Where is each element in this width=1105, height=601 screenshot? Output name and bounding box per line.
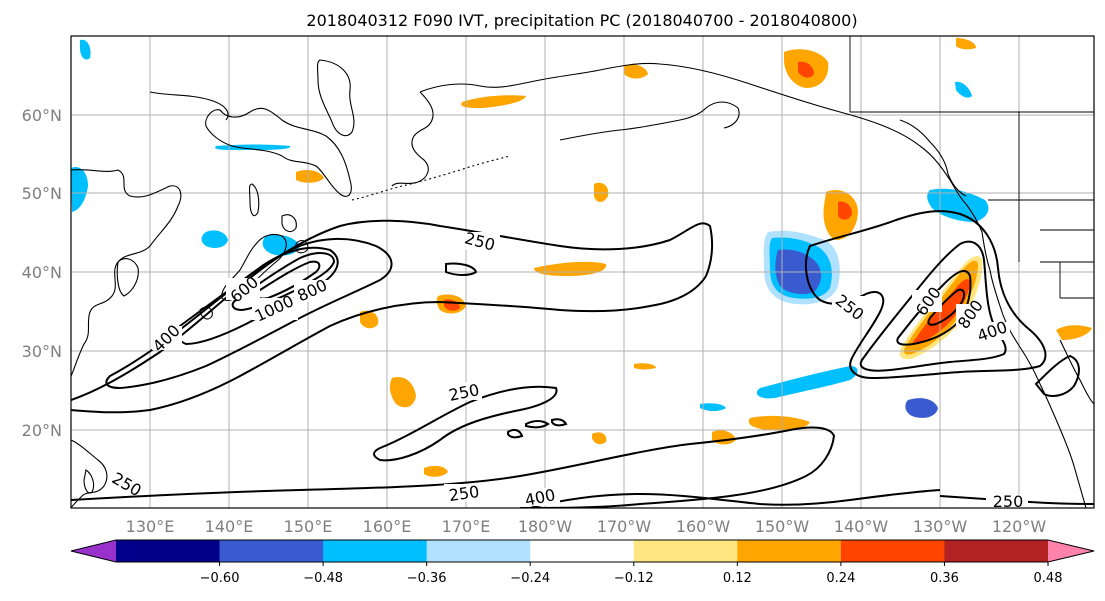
pos-anomaly-alaska bbox=[461, 95, 526, 108]
colorbar-bin bbox=[633, 540, 738, 562]
colorbar bbox=[70, 539, 1095, 563]
pos-anomaly-north-1 bbox=[624, 64, 648, 79]
colorbar-bin bbox=[530, 540, 635, 562]
lon-tick: 160°W bbox=[676, 517, 731, 536]
pos-anomaly-north-2 bbox=[956, 38, 976, 50]
ivt-contour-250-ar bbox=[804, 210, 1047, 380]
ivt-contour-800-ar bbox=[927, 288, 966, 326]
contour-label-250-c: 250 bbox=[448, 482, 481, 505]
map-title: 2018040312 F090 IVT, precipitation PC (2… bbox=[306, 11, 857, 30]
pos-anomaly-small-5 bbox=[592, 432, 607, 445]
colorbar-bin bbox=[840, 540, 945, 562]
colorbar-tick-label: −0.36 bbox=[407, 571, 447, 586]
lat-tick: 30°N bbox=[22, 342, 62, 361]
lon-tick-labels: 130°E 140°E 150°E 160°E 170°E 180°W 170°… bbox=[126, 517, 1047, 536]
lat-tick: 40°N bbox=[22, 263, 62, 282]
ivt-contour-250-far-east bbox=[1034, 354, 1080, 397]
colorbar-bin bbox=[737, 540, 842, 562]
lon-tick: 120°W bbox=[992, 517, 1047, 536]
colorbar-outline bbox=[70, 539, 1095, 563]
neg-anomaly-hawaii-2 bbox=[700, 403, 726, 411]
colorbar-tick-label: −0.24 bbox=[510, 571, 550, 586]
neg-anomaly-far-west-2 bbox=[80, 39, 91, 60]
colorbar-extend-low bbox=[71, 540, 116, 562]
pos-anomaly-small-4 bbox=[1056, 325, 1092, 340]
lon-tick: 180°W bbox=[518, 517, 573, 536]
lon-tick: 130°E bbox=[126, 517, 175, 536]
ivt-contour-400-east bbox=[529, 489, 941, 508]
colorbar-bin bbox=[323, 540, 428, 562]
lon-tick: 140°E bbox=[205, 517, 254, 536]
contour-label-400-a: 400 bbox=[523, 485, 557, 510]
colorbar-bin bbox=[219, 540, 324, 562]
ivt-contour-250-east bbox=[939, 495, 1094, 505]
map-frame bbox=[70, 35, 1095, 509]
map-panel: 250 250 250 250 250 400 400 400 600 600 … bbox=[71, 36, 1094, 511]
lon-tick: 170°E bbox=[442, 517, 491, 536]
ivt-contour-250-small bbox=[445, 262, 478, 276]
neg-anomaly-far-west bbox=[71, 166, 88, 212]
colorbar-tick-label: 0.36 bbox=[930, 571, 959, 586]
ivt-contour-250-south-2 bbox=[71, 426, 836, 508]
ivt-contour-small-islands bbox=[507, 428, 524, 439]
colorbar-tick-label: 0.24 bbox=[826, 571, 855, 586]
colorbar-extend-high bbox=[1048, 540, 1094, 562]
lat-tick-labels: 60°N 50°N 40°N 30°N 20°N bbox=[22, 106, 62, 440]
pos-anomaly-subtropics-1 bbox=[389, 376, 416, 408]
neg-anomaly-canada bbox=[955, 81, 972, 98]
colorbar-bin bbox=[116, 540, 221, 562]
political-borders bbox=[849, 36, 1094, 299]
pos-anomaly-sakhalin bbox=[296, 170, 324, 183]
ivt-contour-800-main bbox=[231, 252, 336, 312]
colorbar-tick-label: −0.12 bbox=[614, 571, 654, 586]
pos-anomaly-gulf-alaska-core bbox=[838, 201, 852, 220]
pos-anomaly-north-canada-core bbox=[798, 61, 814, 78]
colorbar-bin bbox=[426, 540, 531, 562]
pos-anomaly-small-2 bbox=[360, 310, 379, 329]
colorbar-labels: −0.60 −0.48 −0.36 −0.24 −0.12 0.12 0.24 0.36 0.4… bbox=[200, 562, 1063, 586]
colorbar-tick-label: 0.12 bbox=[723, 571, 752, 586]
colorbar-tick-label: −0.60 bbox=[200, 571, 240, 586]
pos-anomaly-hawaii-band bbox=[748, 415, 810, 431]
lon-tick: 160°E bbox=[363, 517, 412, 536]
pos-anomaly-small-1 bbox=[594, 182, 609, 202]
lon-tick: 130°W bbox=[913, 517, 968, 536]
lat-tick: 50°N bbox=[22, 184, 62, 203]
colorbar-tick-label: 0.48 bbox=[1034, 571, 1063, 586]
neg-anomaly-subtropics bbox=[905, 398, 938, 418]
neg-anomaly-japan-sea bbox=[201, 230, 228, 248]
lon-tick: 170°W bbox=[597, 517, 652, 536]
neg-anomaly-bering bbox=[215, 144, 291, 150]
pos-anomaly-small-6 bbox=[634, 363, 656, 370]
contour-label-250-e: 250 bbox=[993, 492, 1024, 511]
lat-tick: 60°N bbox=[22, 106, 62, 125]
lon-tick: 150°W bbox=[755, 517, 810, 536]
lat-tick: 20°N bbox=[22, 421, 62, 440]
ivt-contour-400-main bbox=[105, 238, 393, 390]
lon-tick: 140°W bbox=[834, 517, 889, 536]
ivt-contour-small-islands-3 bbox=[551, 418, 568, 427]
ivt-contour-250-south bbox=[373, 385, 558, 462]
colorbar-bin bbox=[944, 540, 1049, 562]
lon-tick: 150°E bbox=[284, 517, 333, 536]
ivt-contour-small-islands-2 bbox=[525, 420, 550, 429]
colorbar-tick-label: −0.48 bbox=[303, 571, 343, 586]
pos-anomaly-small-3 bbox=[424, 465, 448, 477]
